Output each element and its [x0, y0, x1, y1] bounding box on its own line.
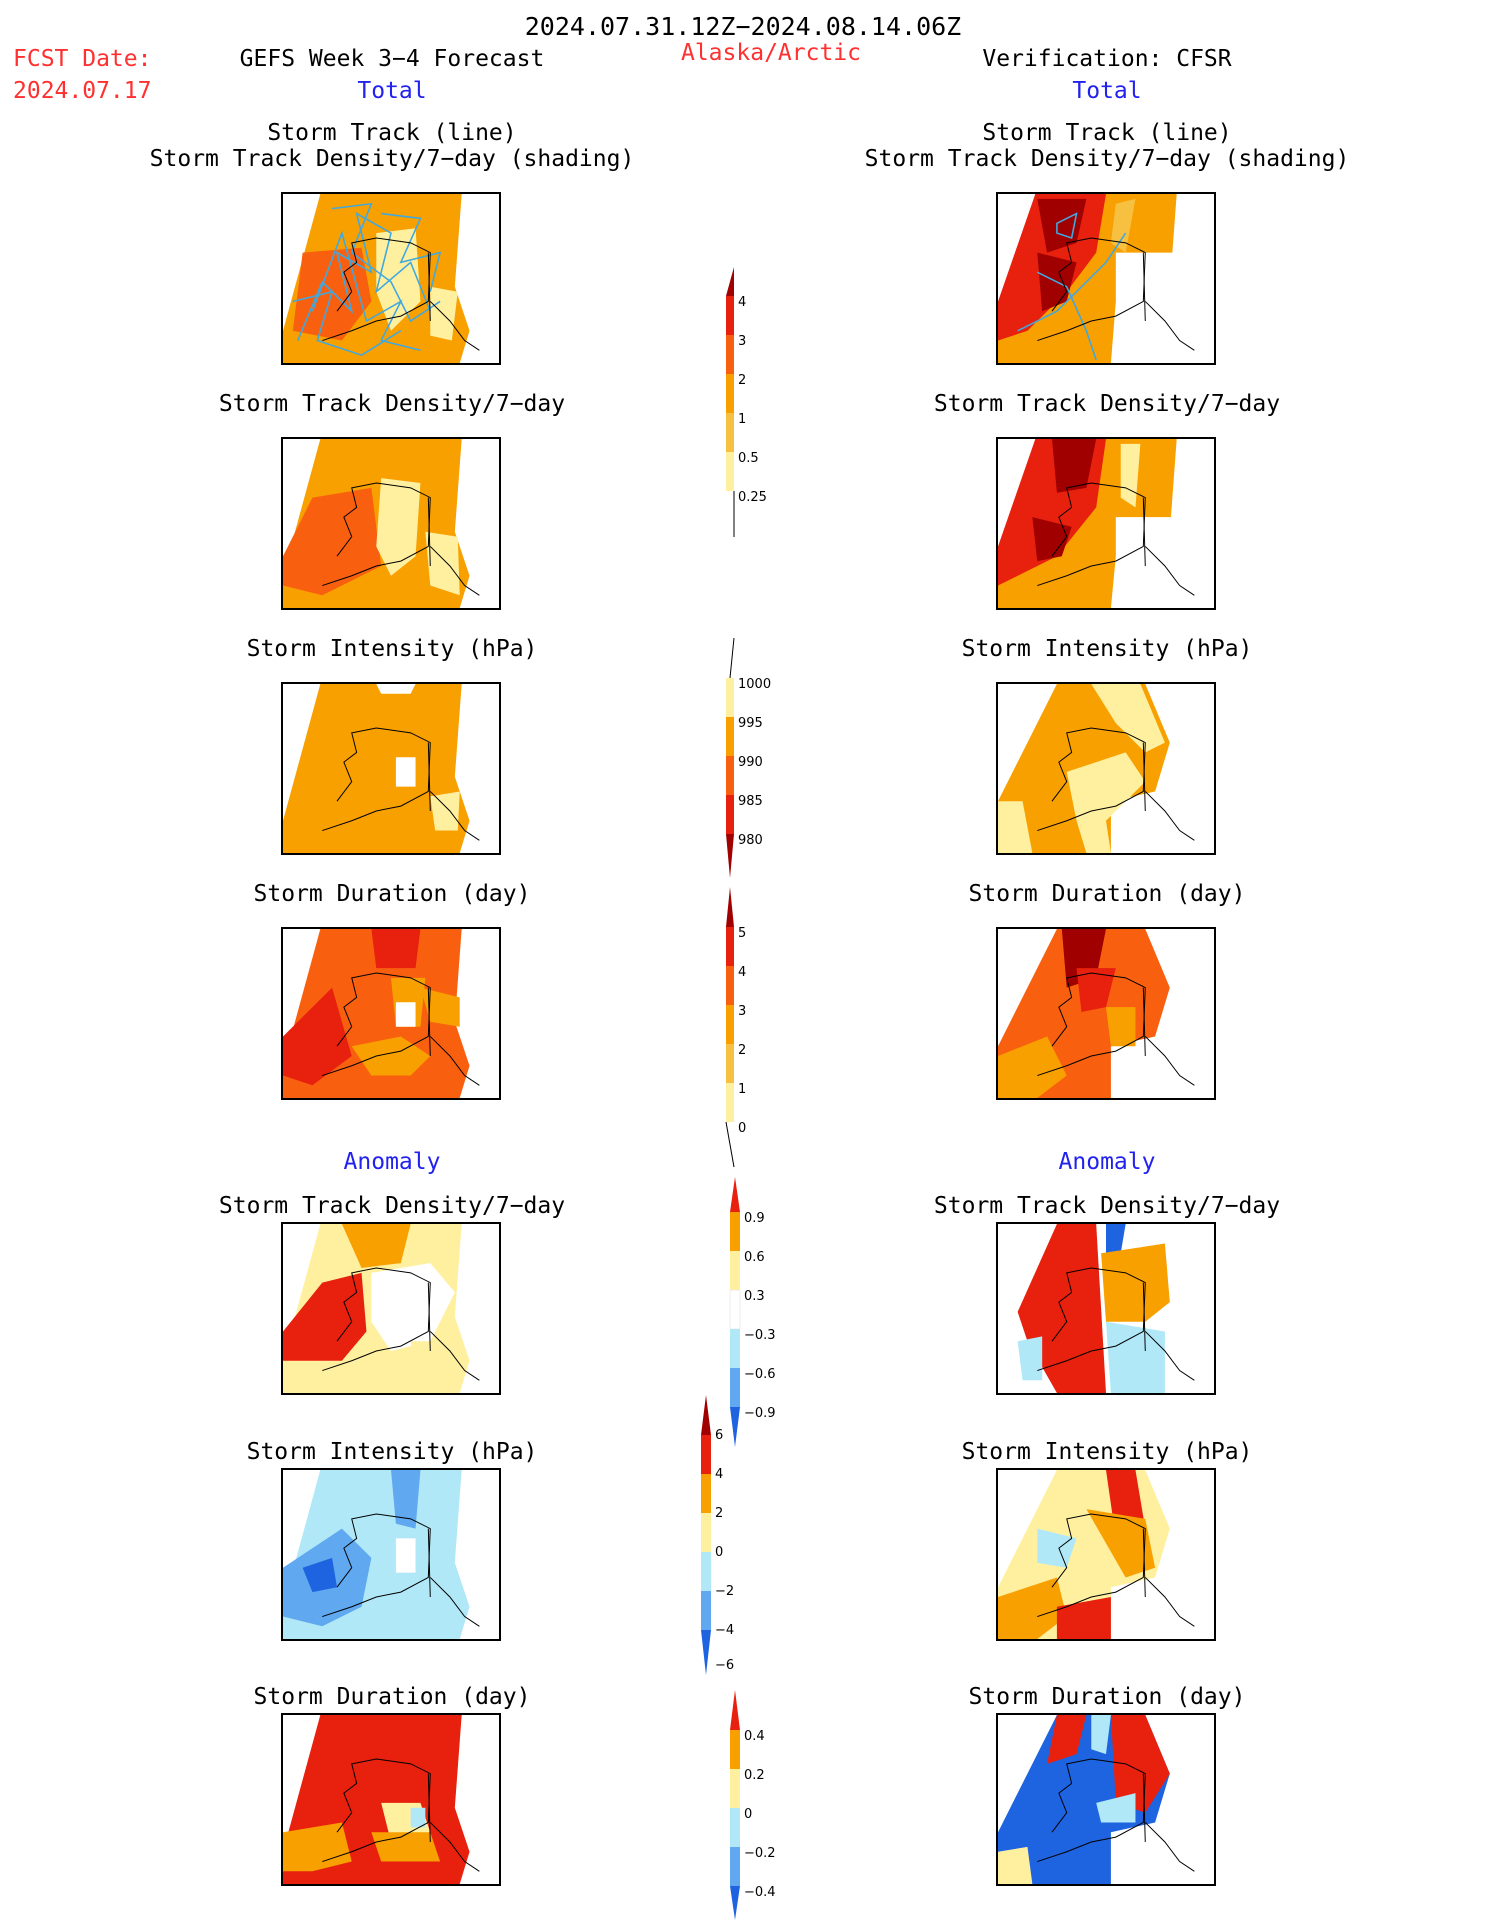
cbar-label: 0.5 [738, 451, 759, 466]
colorbar-duration-total: 5 4 3 2 1 0 [710, 887, 790, 1172]
title-track-line-left: Storm Track (line) [267, 120, 517, 146]
title-duration-left: Storm Duration (day) [253, 881, 531, 907]
map-density-anom-forecast [281, 1222, 501, 1395]
title-density-right: Storm Track Density/7−day [933, 391, 1281, 417]
map-intensity-anom-verification [996, 1468, 1216, 1641]
map-duration-anom-forecast [281, 1713, 501, 1886]
cbar-label: 1000 [738, 677, 771, 692]
cbar-label: 995 [738, 716, 763, 731]
title-duration-right: Storm Duration (day) [968, 881, 1246, 907]
cbar-label: 985 [738, 794, 763, 809]
cbar-label: 0 [715, 1545, 723, 1560]
cbar-label: 980 [738, 833, 763, 848]
cbar-label: 3 [738, 334, 746, 349]
title-intensity-anom-left: Storm Intensity (hPa) [246, 1439, 538, 1465]
colorbar-duration-anom: 0.4 0.2 0 −0.2 −0.4 [714, 1690, 794, 1922]
cbar-label: 2 [738, 1043, 746, 1058]
cbar-label: −2 [715, 1584, 734, 1599]
cbar-label: 2 [715, 1506, 723, 1521]
date-range: 2024.07.31.12Z−2024.08.14.06Z [524, 12, 962, 41]
verification-title: Verification: CFSR [982, 46, 1232, 72]
cbar-label: 4 [738, 965, 746, 980]
colorbar-density-anom: 0.9 0.6 0.3 −0.3 −0.6 −0.9 [714, 1177, 794, 1457]
anomaly-label-left: Anomaly [343, 1149, 441, 1175]
cbar-label: −0.4 [744, 1885, 776, 1900]
cbar-label: 2 [738, 373, 746, 388]
cbar-label: −4 [715, 1623, 734, 1638]
total-label-right: Total [1072, 78, 1142, 104]
cbar-label: 0 [744, 1807, 752, 1822]
cbar-label: 0.9 [744, 1211, 765, 1226]
cbar-label: 0.4 [744, 1729, 765, 1744]
cbar-label: 1 [738, 412, 746, 427]
map-intensity-forecast [281, 682, 501, 855]
cbar-label: 0.3 [744, 1289, 765, 1304]
map-density-anom-verification [996, 1222, 1216, 1395]
map-track-forecast [281, 192, 501, 365]
title-density-anom-right: Storm Track Density/7−day [933, 1193, 1281, 1219]
title-density-anom-left: Storm Track Density/7−day [218, 1193, 566, 1219]
title-intensity-left: Storm Intensity (hPa) [246, 636, 538, 662]
title-intensity-anom-right: Storm Intensity (hPa) [961, 1439, 1253, 1465]
title-track-line-right: Storm Track (line) [982, 120, 1232, 146]
title-duration-anom-left: Storm Duration (day) [253, 1684, 531, 1710]
cbar-label: 0.6 [744, 1250, 765, 1265]
cbar-label: 4 [715, 1467, 723, 1482]
map-duration-forecast [281, 927, 501, 1100]
cbar-label: 5 [738, 926, 746, 941]
cbar-label: 0.2 [744, 1768, 765, 1783]
map-track-verification [996, 192, 1216, 365]
cbar-label: 0 [738, 1121, 746, 1136]
colorbar-intensity-anom: 6 4 2 0 −2 −4 −6 [687, 1395, 767, 1705]
title-duration-anom-right: Storm Duration (day) [968, 1684, 1246, 1710]
colorbar-intensity-total: 1000 995 990 985 980 [710, 638, 790, 888]
cbar-label: −0.2 [744, 1846, 776, 1861]
cbar-label: 1 [738, 1082, 746, 1097]
total-label-left: Total [357, 78, 427, 104]
title-track-shading-left: Storm Track Density/7−day (shading) [149, 146, 635, 172]
cbar-label: −0.3 [744, 1328, 776, 1343]
map-intensity-verification [996, 682, 1216, 855]
map-duration-verification [996, 927, 1216, 1100]
cbar-label: 3 [738, 1004, 746, 1019]
cbar-label: −0.9 [744, 1406, 776, 1421]
map-density-forecast [281, 437, 501, 610]
cbar-label: −0.6 [744, 1367, 776, 1382]
map-intensity-anom-forecast [281, 1468, 501, 1641]
cbar-label: 6 [715, 1428, 723, 1443]
title-track-shading-right: Storm Track Density/7−day (shading) [864, 146, 1350, 172]
map-density-verification [996, 437, 1216, 610]
title-intensity-right: Storm Intensity (hPa) [961, 636, 1253, 662]
cbar-label: 4 [738, 295, 746, 310]
cbar-label: 990 [738, 755, 763, 770]
anomaly-label-right: Anomaly [1058, 1149, 1156, 1175]
fcst-date-label: FCST Date: [13, 46, 152, 72]
map-duration-anom-verification [996, 1713, 1216, 1886]
cbar-label: 0.25 [738, 490, 767, 505]
region-title: Alaska/Arctic [680, 40, 862, 66]
fcst-date-value: 2024.07.17 [13, 78, 152, 104]
cbar-label: −6 [715, 1658, 734, 1673]
forecast-title: GEFS Week 3−4 Forecast [239, 46, 545, 72]
colorbar-density-total: 4 3 2 1 0.5 0.25 [710, 262, 790, 542]
title-density-left: Storm Track Density/7−day [218, 391, 566, 417]
